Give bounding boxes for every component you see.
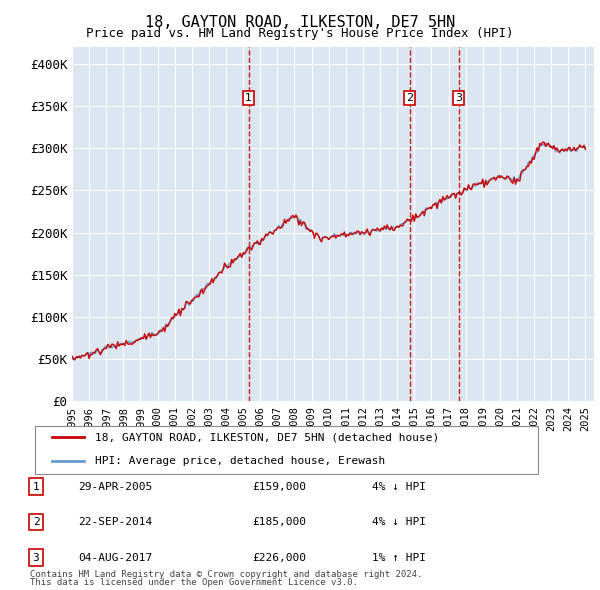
- Text: 04-AUG-2017: 04-AUG-2017: [78, 553, 152, 562]
- Text: £226,000: £226,000: [252, 553, 306, 562]
- Text: £159,000: £159,000: [252, 482, 306, 491]
- Text: 3: 3: [455, 93, 462, 103]
- Text: 18, GAYTON ROAD, ILKESTON, DE7 5HN: 18, GAYTON ROAD, ILKESTON, DE7 5HN: [145, 15, 455, 30]
- Text: £185,000: £185,000: [252, 517, 306, 527]
- Text: 1: 1: [32, 482, 40, 491]
- Text: Contains HM Land Registry data © Crown copyright and database right 2024.: Contains HM Land Registry data © Crown c…: [30, 571, 422, 579]
- Text: 4% ↓ HPI: 4% ↓ HPI: [372, 517, 426, 527]
- Text: 1: 1: [245, 93, 252, 103]
- Text: HPI: Average price, detached house, Erewash: HPI: Average price, detached house, Erew…: [95, 456, 385, 466]
- Text: 2: 2: [32, 517, 40, 527]
- Text: 2: 2: [406, 93, 413, 103]
- Text: 3: 3: [32, 553, 40, 562]
- Text: This data is licensed under the Open Government Licence v3.0.: This data is licensed under the Open Gov…: [30, 578, 358, 587]
- Text: 18, GAYTON ROAD, ILKESTON, DE7 5HN (detached house): 18, GAYTON ROAD, ILKESTON, DE7 5HN (deta…: [95, 432, 439, 442]
- FancyBboxPatch shape: [35, 426, 538, 474]
- Text: Price paid vs. HM Land Registry's House Price Index (HPI): Price paid vs. HM Land Registry's House …: [86, 27, 514, 40]
- Text: 29-APR-2005: 29-APR-2005: [78, 482, 152, 491]
- Text: 1% ↑ HPI: 1% ↑ HPI: [372, 553, 426, 562]
- Text: 22-SEP-2014: 22-SEP-2014: [78, 517, 152, 527]
- Text: 4% ↓ HPI: 4% ↓ HPI: [372, 482, 426, 491]
